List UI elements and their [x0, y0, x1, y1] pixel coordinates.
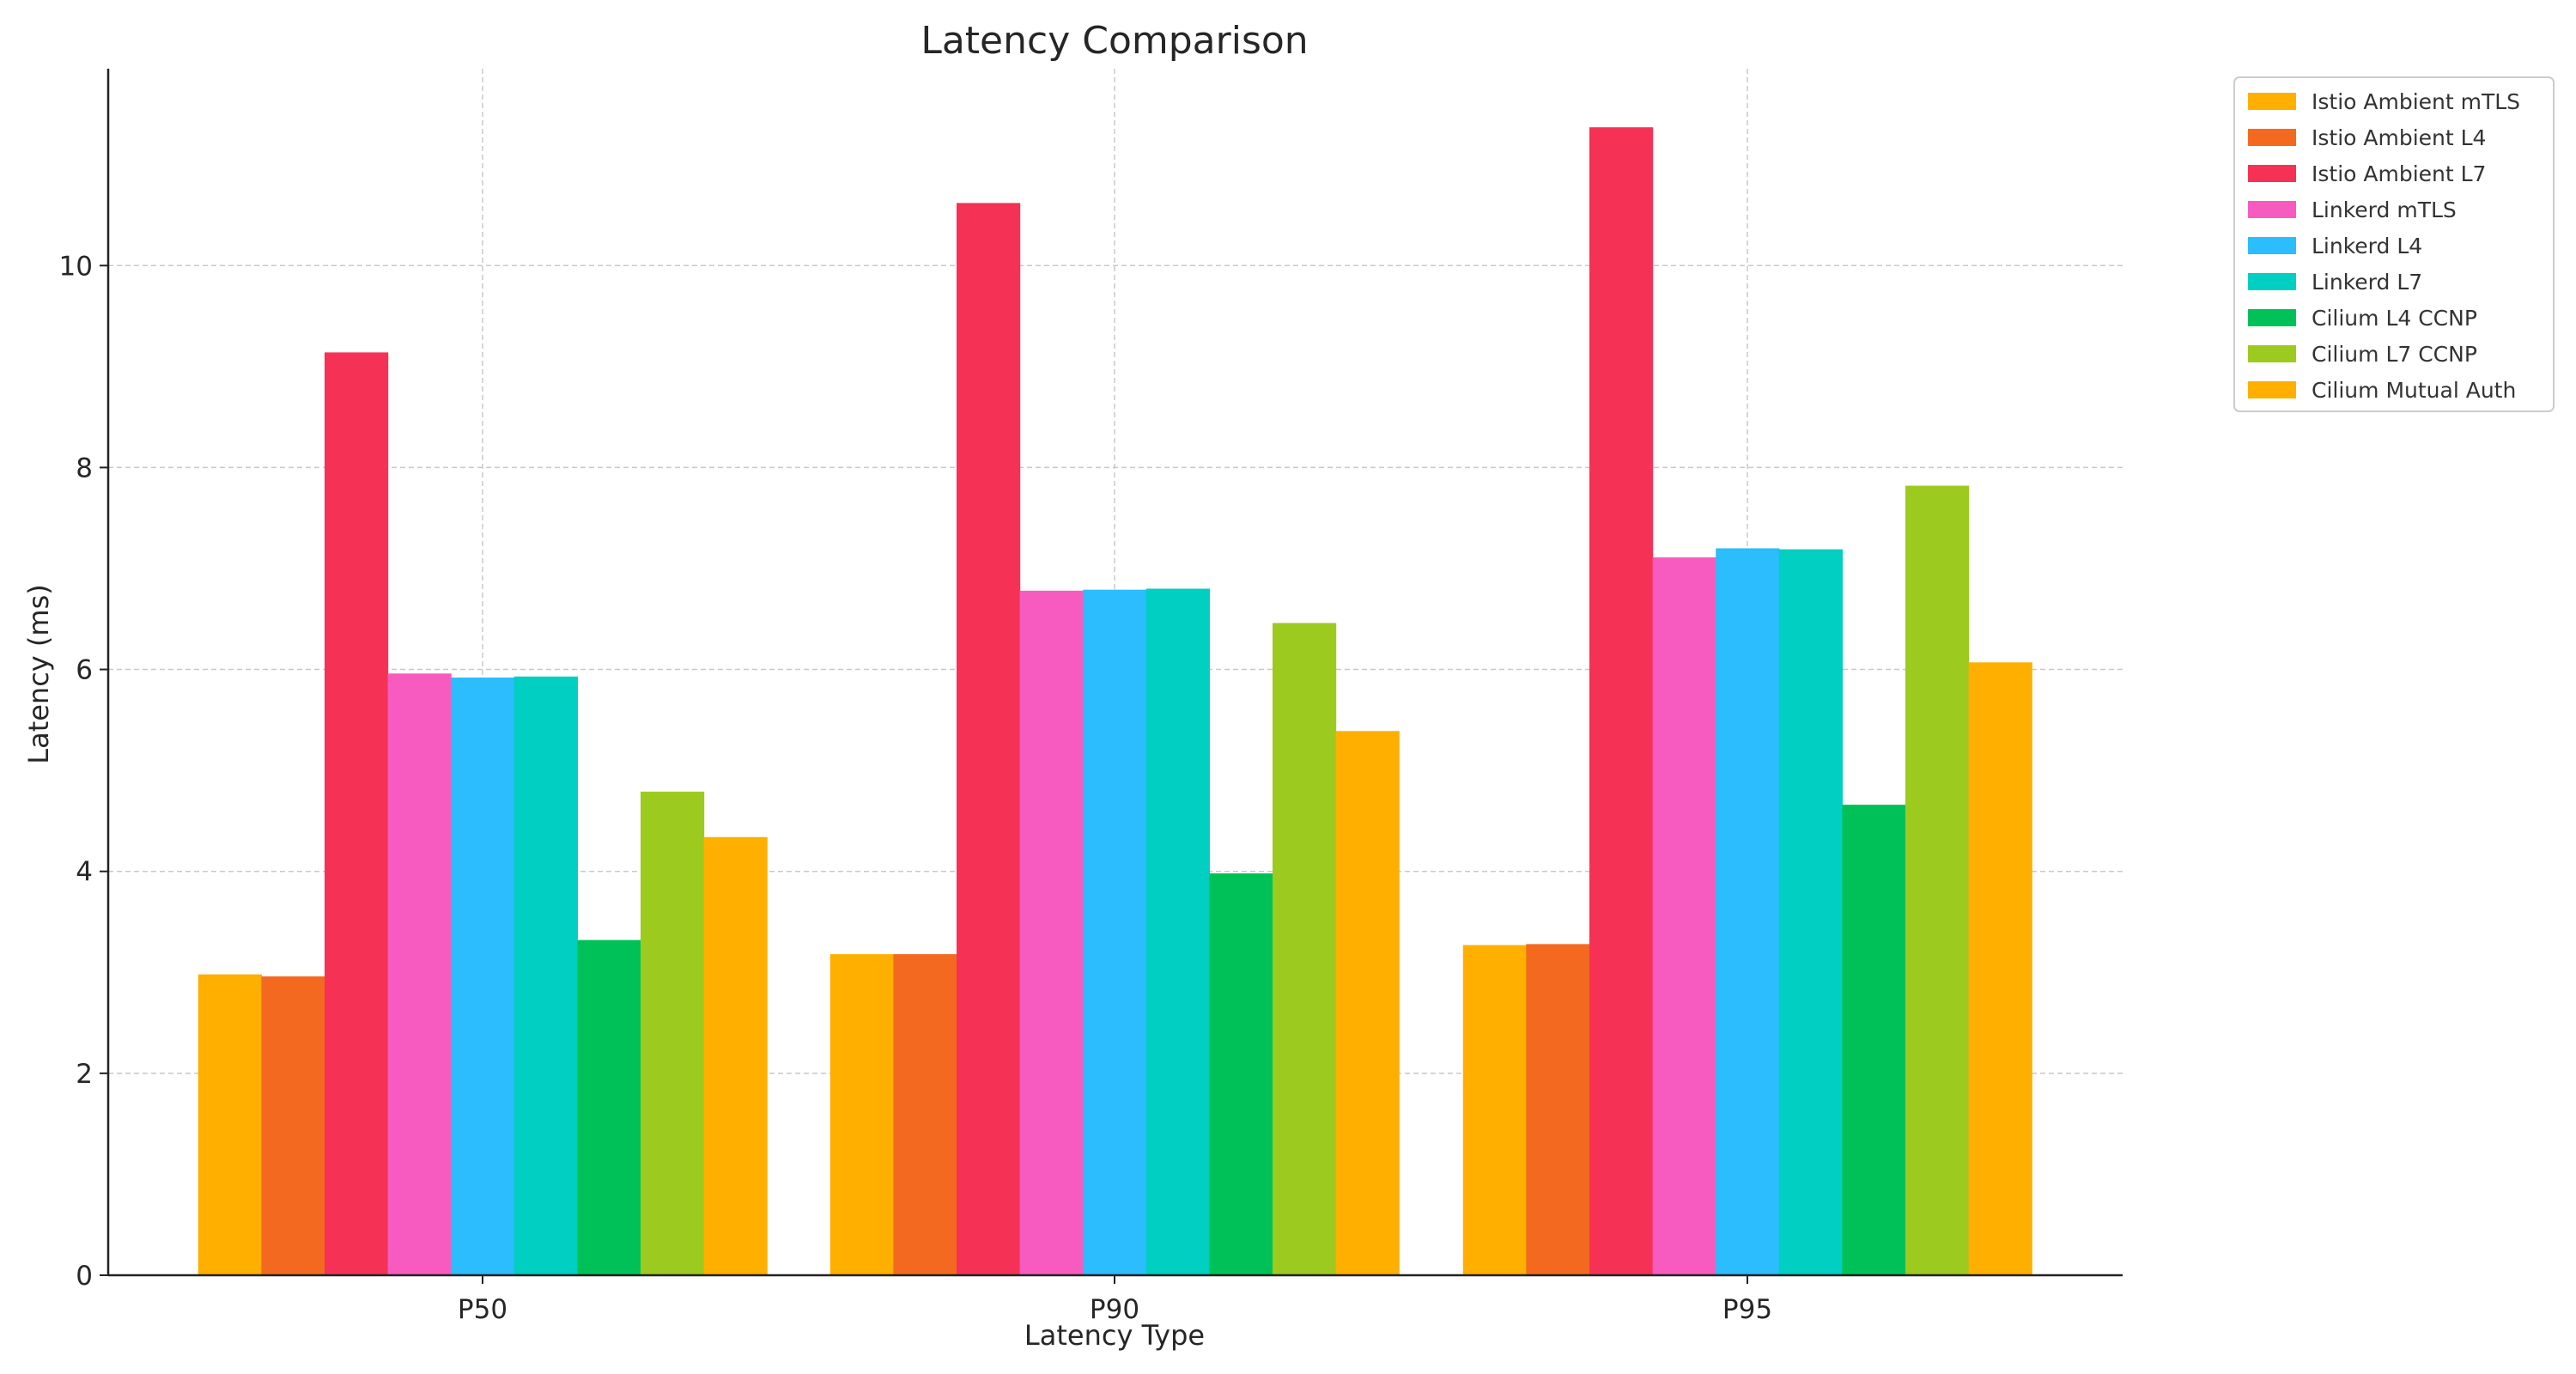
bar-linkerd-l7-p95: [1778, 549, 1843, 1275]
legend-label: Linkerd L7: [2312, 270, 2422, 295]
bar-istio-ambient-mtls-p50: [197, 974, 262, 1275]
bar-istio-ambient-l7-p50: [325, 352, 389, 1276]
legend-swatch: [2248, 129, 2296, 146]
legend-label: Linkerd L4: [2312, 234, 2422, 258]
bar-istio-ambient-mtls-p95: [1462, 945, 1527, 1275]
legend-label: Cilium L7 CCNP: [2312, 342, 2477, 367]
bar-istio-ambient-l4-p95: [1526, 944, 1590, 1275]
y-tick-label: 0: [76, 1261, 93, 1292]
legend-swatch: [2248, 381, 2296, 398]
bar-cilium-l7-ccnp-p95: [1905, 485, 1970, 1275]
bar-cilium-mutual-auth-p90: [1335, 731, 1400, 1275]
legend-label: Linkerd mTLS: [2312, 198, 2457, 222]
x-axis-label: Latency Type: [1024, 1319, 1205, 1352]
y-tick-label: 2: [76, 1059, 93, 1090]
bar-cilium-l7-ccnp-p90: [1273, 623, 1337, 1275]
bar-cilium-l4-ccnp-p90: [1209, 873, 1273, 1275]
bar-linkerd-l7-p90: [1145, 588, 1210, 1275]
bar-linkerd-l4-p50: [451, 677, 515, 1275]
legend-label: Istio Ambient mTLS: [2312, 89, 2520, 114]
bar-linkerd-mtls-p95: [1652, 557, 1716, 1275]
x-tick-label: P50: [458, 1294, 507, 1325]
legend-label: Istio Ambient L4: [2312, 125, 2486, 150]
legend-swatch: [2248, 345, 2296, 362]
bar-linkerd-l4-p95: [1716, 548, 1780, 1275]
bar-istio-ambient-l7-p95: [1589, 127, 1654, 1275]
bar-istio-ambient-mtls-p90: [829, 954, 894, 1275]
legend-label: Cilium Mutual Auth: [2312, 378, 2516, 403]
legend-swatch: [2248, 165, 2296, 182]
bar-cilium-l4-ccnp-p50: [577, 939, 641, 1275]
chart-title: Latency Comparison: [920, 19, 1308, 63]
legend-swatch: [2248, 201, 2296, 218]
y-tick-label: 10: [59, 251, 93, 282]
bar-linkerd-mtls-p90: [1019, 590, 1084, 1275]
legend-label: Istio Ambient L7: [2312, 161, 2486, 186]
bar-linkerd-l7-p50: [513, 676, 578, 1275]
x-tick-label: P90: [1090, 1294, 1139, 1325]
y-tick-label: 6: [76, 655, 93, 686]
bar-linkerd-l4-p90: [1083, 589, 1147, 1275]
bar-istio-ambient-l7-p90: [957, 203, 1021, 1275]
bar-cilium-mutual-auth-p50: [703, 836, 768, 1275]
bar-cilium-mutual-auth-p95: [1968, 662, 2032, 1275]
y-axis-label: Latency (ms): [22, 584, 55, 763]
bar-cilium-l7-ccnp-p50: [641, 791, 705, 1275]
legend-swatch: [2248, 237, 2296, 254]
legend-swatch: [2248, 273, 2296, 290]
legend-swatch: [2248, 309, 2296, 326]
bars-layer: [197, 127, 2032, 1276]
legend-frame: [2233, 76, 2555, 412]
y-tick-label: 4: [76, 857, 93, 888]
bar-istio-ambient-l4-p50: [261, 976, 325, 1275]
axes-layer: 0 2 4 6 8 10 P50 P90 P95: [59, 69, 2123, 1325]
y-tick-label: 8: [76, 453, 93, 483]
legend-label: Cilium L4 CCNP: [2312, 306, 2477, 331]
bar-cilium-l4-ccnp-p95: [1842, 805, 1906, 1275]
legend-swatch: [2248, 93, 2296, 110]
legend: Istio Ambient mTLS Istio Ambient L4 Istio …: [2233, 76, 2555, 412]
bar-istio-ambient-l4-p90: [893, 954, 957, 1275]
bar-linkerd-mtls-p50: [387, 673, 452, 1275]
x-tick-label: P95: [1722, 1294, 1772, 1325]
